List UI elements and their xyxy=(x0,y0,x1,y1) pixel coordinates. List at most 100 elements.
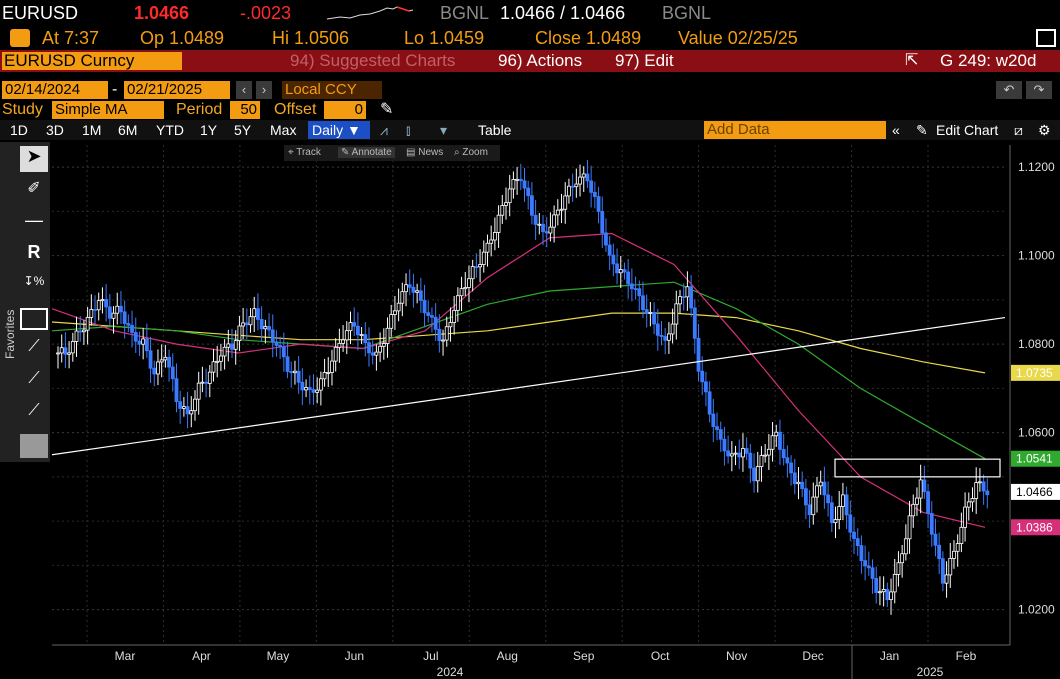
track-tool[interactable]: ⌖ Track xyxy=(288,147,321,158)
edit-chart-button[interactable]: Edit Chart xyxy=(936,122,999,138)
collapse-icon[interactable]: « xyxy=(892,122,900,138)
candle-body xyxy=(778,431,782,450)
candle-body xyxy=(193,398,197,412)
cursor-icon[interactable]: ➤ xyxy=(20,146,48,172)
candle-body xyxy=(181,406,186,409)
multiline-icon[interactable]: ⟋ xyxy=(28,370,40,387)
candle-body xyxy=(537,223,542,226)
suggested-charts-menu[interactable]: 94) Suggested Charts xyxy=(290,51,456,70)
toolbar: EURUSD Curncy 94) Suggested Charts 96) A… xyxy=(0,50,1060,72)
candle-body xyxy=(122,311,127,324)
candle-body xyxy=(126,323,131,326)
candles xyxy=(56,160,990,615)
candle-body xyxy=(300,381,305,391)
period-1d[interactable]: 1D xyxy=(10,122,28,138)
candle-body xyxy=(170,366,175,380)
candle-body xyxy=(222,346,227,357)
actions-menu[interactable]: 96) Actions xyxy=(498,51,583,70)
candle-icon[interactable]: ⫾ xyxy=(406,122,411,138)
pencil-icon[interactable]: ✎ xyxy=(380,101,394,118)
candle-body xyxy=(829,502,834,524)
brush-icon[interactable]: ✐ xyxy=(27,180,41,197)
candle-body xyxy=(592,191,597,197)
add-data-field[interactable]: Add Data xyxy=(704,121,886,139)
export-icon[interactable] xyxy=(1036,29,1056,47)
candle-body xyxy=(474,266,479,268)
candle-body xyxy=(937,544,942,560)
candle-body xyxy=(311,389,316,393)
candle-body xyxy=(215,360,220,363)
edit-chart-icon[interactable]: ✎ xyxy=(916,122,928,138)
candle-body xyxy=(167,356,171,368)
line-chart-icon[interactable]: ⩘ xyxy=(380,122,388,138)
offset-field[interactable]: 0 xyxy=(324,101,366,119)
candle-body xyxy=(948,557,953,576)
news-tool[interactable]: ▤ News xyxy=(406,147,444,158)
candle-body xyxy=(441,339,445,342)
percent-icon[interactable]: ↧% xyxy=(23,274,45,288)
prev-icon[interactable]: ‹ xyxy=(236,81,252,99)
candle-body xyxy=(241,322,246,327)
candle-body xyxy=(237,325,242,342)
table-button[interactable]: Table xyxy=(478,122,512,138)
candle-body xyxy=(918,479,923,499)
undo-icon[interactable]: ↶ xyxy=(996,81,1022,99)
text-icon[interactable]: R xyxy=(27,242,41,262)
candle-body xyxy=(981,481,986,492)
draw-icon[interactable]: ⧄ xyxy=(1014,122,1023,138)
next-icon[interactable]: › xyxy=(256,81,272,99)
y-tick-label: 1.1000 xyxy=(1018,249,1055,263)
candle-body xyxy=(467,278,471,288)
y-tick-label: 1.0600 xyxy=(1018,426,1055,440)
gear-icon[interactable]: ⚙ xyxy=(1038,122,1051,138)
period-6m[interactable]: 6M xyxy=(118,122,138,138)
currency-select[interactable]: Local CCY xyxy=(282,81,382,99)
security-field[interactable]: EURUSD Curncy xyxy=(2,52,182,70)
candle-body xyxy=(744,448,749,454)
start-date-field[interactable]: 02/14/2024 xyxy=(2,81,108,99)
channel-icon[interactable] xyxy=(20,434,48,458)
popout-icon[interactable]: ⇱ xyxy=(905,52,919,69)
moving-averages xyxy=(51,232,986,528)
price-label: 1.0466 xyxy=(1011,483,1060,500)
ohlc-bar: At 7:37 Op 1.0489 Hi 1.0506 Lo 1.0459 Cl… xyxy=(0,26,1060,50)
rectangle-icon[interactable] xyxy=(20,308,48,330)
period-1y[interactable]: 1Y xyxy=(200,122,218,138)
period-3d[interactable]: 3D xyxy=(46,122,64,138)
zoom-tool[interactable]: ⌕ Zoom xyxy=(454,147,488,158)
line-icon[interactable]: — xyxy=(25,210,43,230)
candle-body xyxy=(115,305,120,314)
end-date-field[interactable]: 02/21/2025 xyxy=(124,81,230,99)
candle-body xyxy=(663,336,668,341)
candle-body xyxy=(111,312,116,319)
candle-body xyxy=(885,589,890,601)
annotate-tool[interactable]: ✎ Annotate xyxy=(338,147,395,158)
redo-icon[interactable]: ↷ xyxy=(1026,81,1052,99)
candle-body xyxy=(548,226,553,234)
candle-body xyxy=(204,381,208,384)
chevron-down-icon[interactable]: ▾ xyxy=(440,122,448,138)
candle-body xyxy=(144,338,149,352)
candle-body xyxy=(952,550,956,559)
candle-body xyxy=(189,410,194,415)
ray-icon[interactable]: ⟋ xyxy=(28,402,40,419)
candle-body xyxy=(655,323,660,336)
candle-body xyxy=(396,302,401,312)
edit-menu[interactable]: 97) Edit xyxy=(615,51,674,70)
clock-icon[interactable] xyxy=(10,29,30,47)
period-ytd[interactable]: YTD xyxy=(156,122,184,138)
trendline-icon[interactable]: ⟋ xyxy=(28,338,40,355)
candle-body xyxy=(940,558,945,584)
frequency-select[interactable]: Daily ▼ xyxy=(308,121,370,139)
price-chart[interactable]: 1.0735 1.0541 1.0466 1.0386 1.1200 1.1000 1.0… xyxy=(0,140,1060,679)
period-max[interactable]: Max xyxy=(270,122,297,138)
study-select[interactable]: Simple MA xyxy=(52,101,164,119)
period-1m[interactable]: 1M xyxy=(82,122,102,138)
date-range-bar: 02/14/2024 - 02/21/2025 ‹ › Local CCY ↶ … xyxy=(0,80,1060,100)
candle-body xyxy=(159,359,164,363)
candle-body xyxy=(219,355,223,362)
candle-body xyxy=(541,223,545,233)
period-field[interactable]: 50 xyxy=(230,101,260,119)
period-5y[interactable]: 5Y xyxy=(234,122,252,138)
candle-body xyxy=(207,371,212,384)
